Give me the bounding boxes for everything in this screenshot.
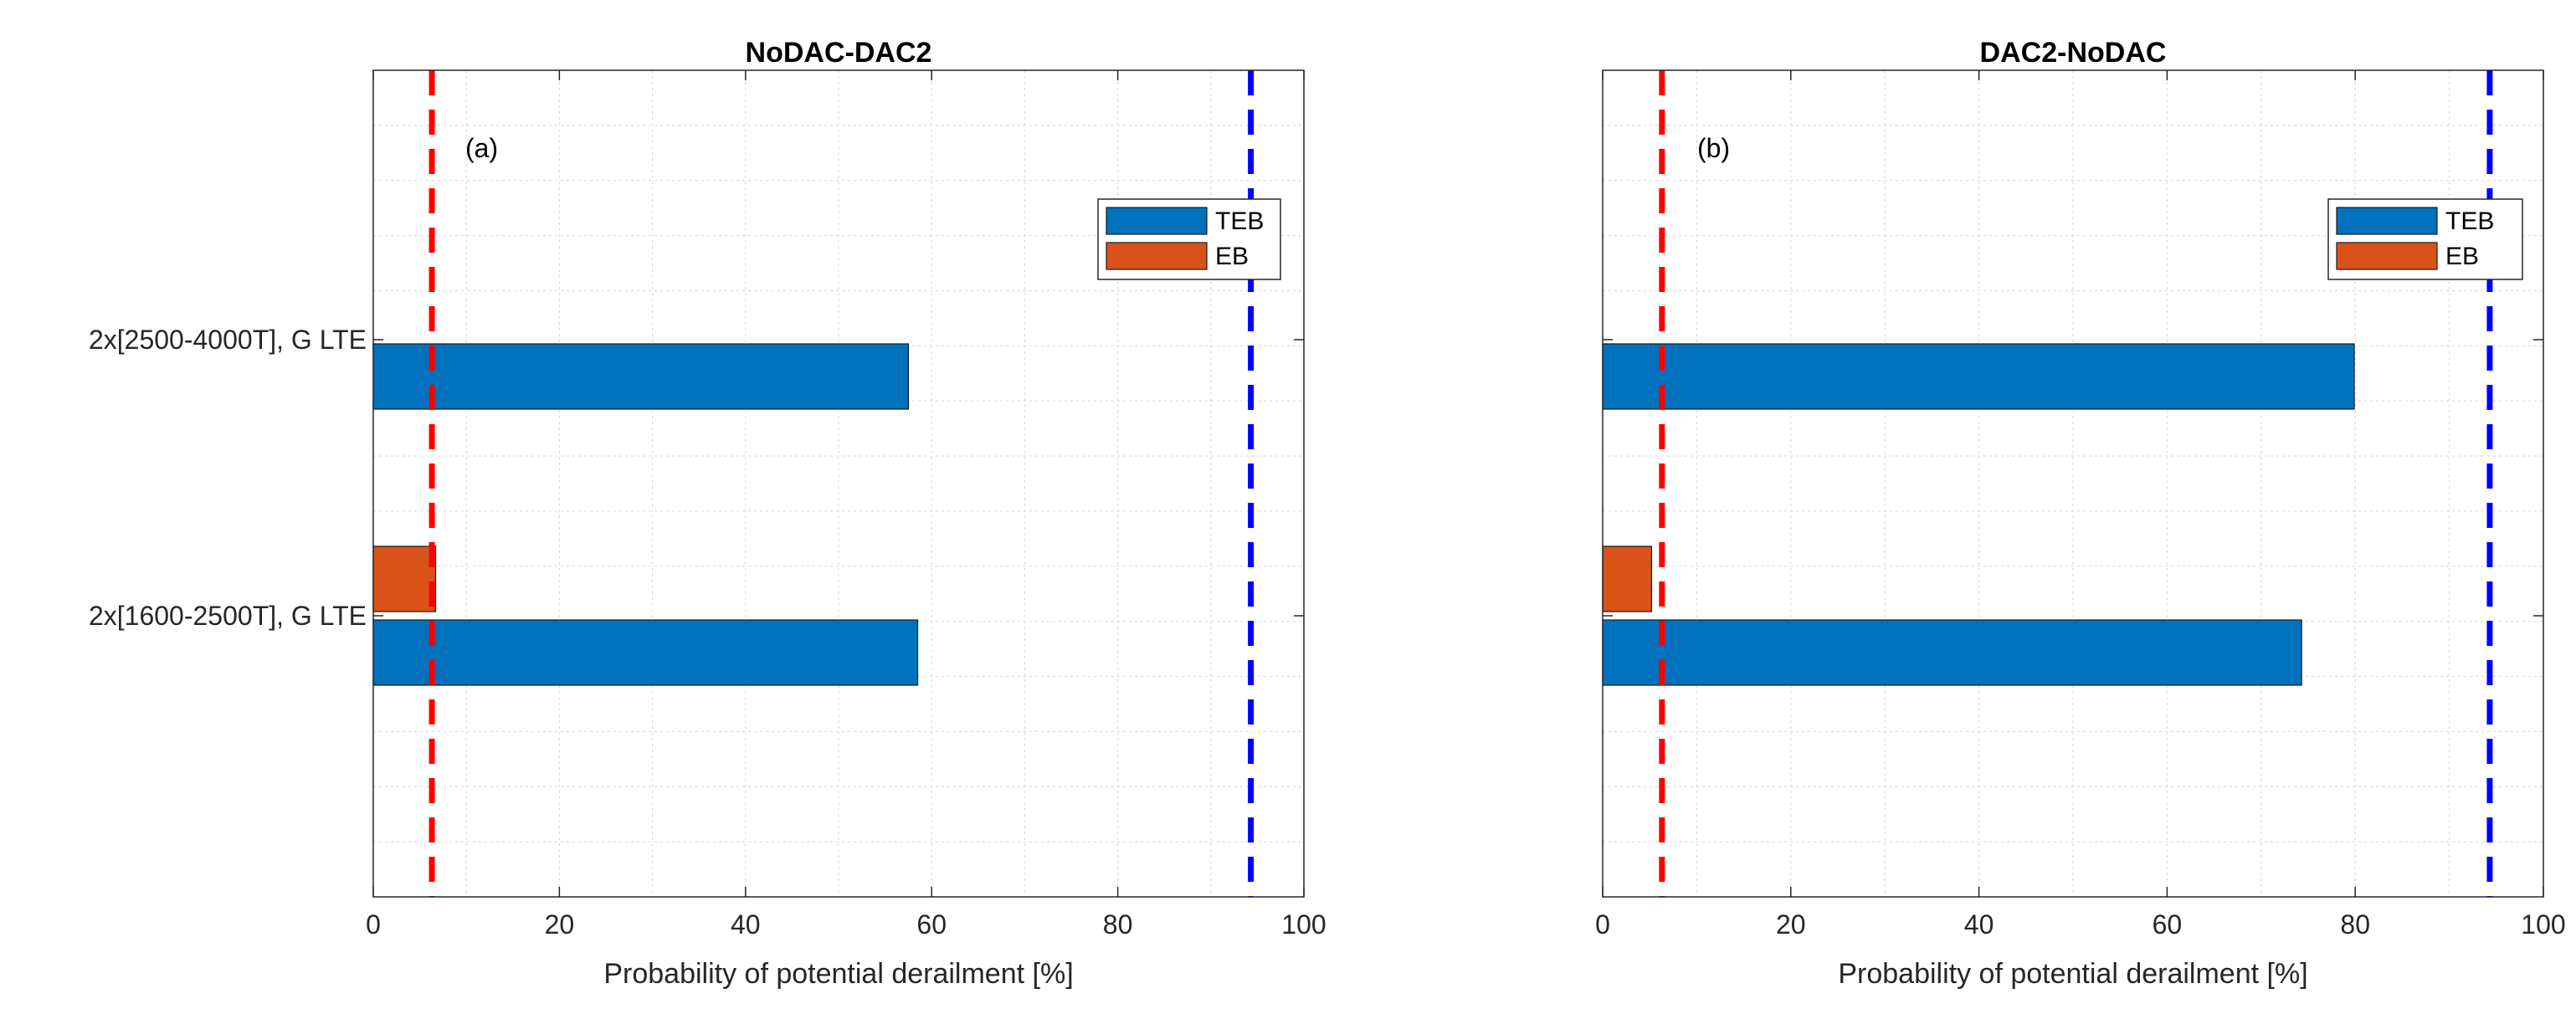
x-tick-label: 20: [1776, 909, 1806, 940]
grid: [1603, 70, 2543, 897]
chart-panel-b: DAC2-NoDAC 0 20 40 60 80 100 (b) Probability …: [1595, 37, 2566, 990]
plot-frame: [1602, 69, 2544, 898]
bar-teb: [1602, 619, 2302, 686]
reference-lines: [428, 70, 1255, 897]
legend-label-teb: TEB: [1215, 207, 1264, 235]
x-tick-label: 60: [916, 909, 947, 940]
bar-teb: [372, 619, 919, 686]
y-tick-label: 2x[1600-2500T], G LTE: [89, 601, 367, 631]
x-axis: 0 20 40 60 80 100: [366, 70, 1326, 940]
x-tick-label: 80: [2340, 909, 2370, 940]
bar-teb: [372, 343, 910, 410]
y-axis: 2x[1600-2500T], G LTE 2x[2500-4000T], G L…: [89, 325, 1304, 631]
x-tick-label: 40: [731, 909, 761, 940]
x-tick-label: 20: [545, 909, 575, 940]
legend-label-eb: EB: [2445, 243, 2479, 270]
x-tick-label: 80: [1103, 909, 1133, 940]
x-tick-label: 0: [1595, 909, 1610, 940]
bar-eb: [372, 545, 437, 612]
legend-swatch-teb: [2336, 207, 2438, 235]
panel-label: (b): [1697, 133, 1730, 163]
y-tick-label: 2x[2500-4000T], G LTE: [89, 325, 367, 355]
legend-label-teb: TEB: [2445, 207, 2494, 235]
bars: [1602, 343, 2355, 686]
x-tick-label: 100: [2521, 909, 2565, 940]
x-tick-label: 100: [1281, 909, 1326, 940]
grid: [373, 70, 1304, 897]
x-axis: 0 20 40 60 80 100: [1595, 70, 2566, 940]
x-tick-label: 60: [2153, 909, 2183, 940]
legend: TEB EB: [2327, 198, 2523, 280]
panel-label: (a): [465, 133, 498, 163]
chart-panel-a: NoDAC-DAC2 0 20 40 60 80 100 2x[1600-2500T], …: [89, 37, 1326, 990]
x-axis-label: Probability of potential derailment [%]: [1838, 958, 2307, 990]
x-tick-label: 0: [366, 909, 381, 940]
legend-swatch-eb: [1106, 242, 1208, 270]
legend: TEB EB: [1097, 198, 1281, 280]
y-axis: [1603, 339, 2543, 617]
legend-swatch-eb: [2336, 242, 2438, 270]
x-axis-label: Probability of potential derailment [%]: [603, 958, 1073, 990]
bar-teb: [1602, 343, 2355, 410]
bars: [372, 343, 919, 686]
chart-title: NoDAC-DAC2: [746, 37, 932, 69]
plot-frame: [372, 69, 1305, 898]
x-tick-label: 40: [1964, 909, 1994, 940]
legend-swatch-teb: [1106, 207, 1208, 235]
bar-eb: [1602, 545, 1653, 612]
reference-lines: [1659, 70, 2493, 897]
chart-title: DAC2-NoDAC: [1980, 37, 2167, 69]
legend-label-eb: EB: [1215, 243, 1249, 270]
